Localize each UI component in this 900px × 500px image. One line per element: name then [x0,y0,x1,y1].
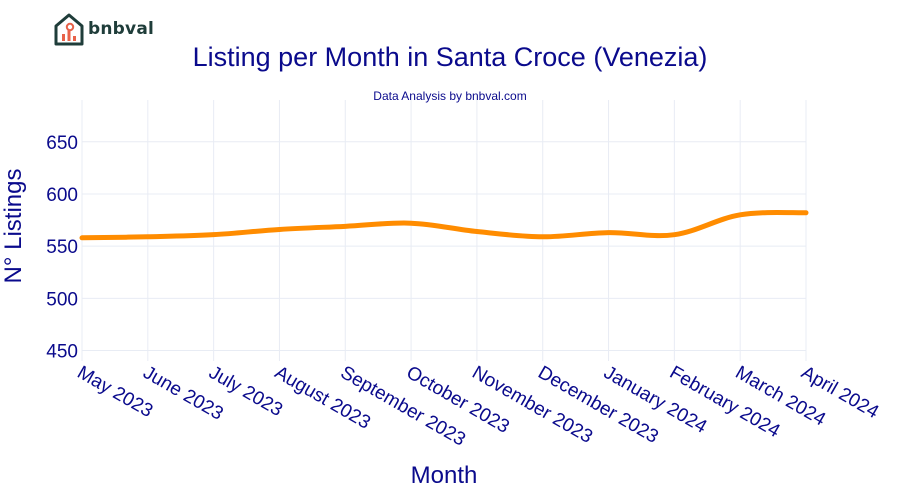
y-tick-label: 550 [46,237,78,258]
chart-subtitle: Data Analysis by bnbval.com [373,89,527,103]
y-axis-label: N° Listings [0,169,27,284]
y-tick-label: 650 [46,133,78,154]
y-tick-label: 500 [46,289,78,310]
brand-logo: bnbval [54,12,154,46]
y-tick-label: 450 [46,342,78,363]
brand-name: bnbval [88,19,155,39]
x-axis-label: Month [411,462,478,489]
chart-title: Listing per Month in Santa Croce (Venezi… [192,42,708,72]
y-axis-ticks: 450 500 550 600 650 [46,133,78,363]
house-chart-icon [54,13,84,46]
x-tick-label: February 2024 [666,362,784,442]
y-tick-label: 600 [46,185,78,206]
grid-lines [81,100,807,361]
series-layer [79,210,809,241]
series-line [79,210,809,241]
